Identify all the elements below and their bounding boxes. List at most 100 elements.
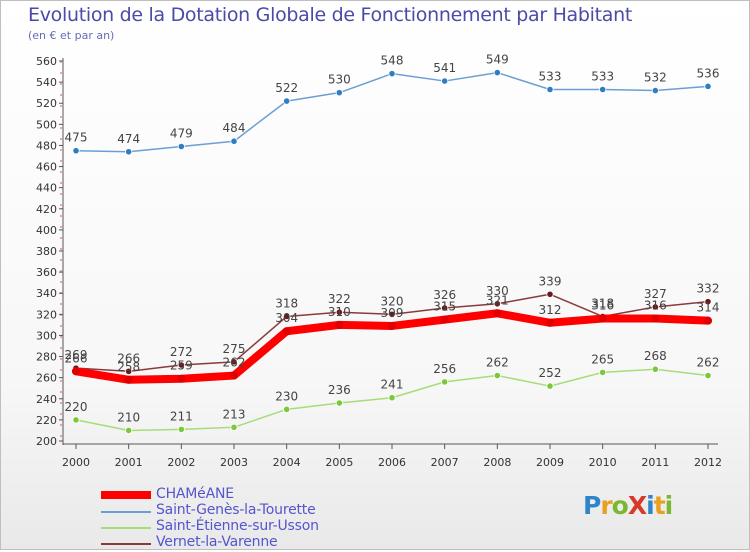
data-label: 211 (170, 409, 193, 423)
y-tick-label: 280 (36, 351, 57, 364)
data-point (177, 374, 186, 383)
data-point (546, 382, 554, 390)
data-label: 327 (644, 287, 667, 301)
data-label: 522 (275, 81, 298, 95)
data-label: 320 (381, 294, 404, 308)
data-point (704, 371, 712, 380)
x-tick-label: 2004 (273, 456, 301, 469)
data-point (388, 310, 396, 318)
x-tick-label: 2000 (62, 456, 90, 469)
data-label: 309 (381, 306, 404, 320)
data-point (177, 425, 185, 433)
data-label: 326 (433, 288, 456, 302)
data-point (282, 327, 291, 336)
data-label: 332 (697, 282, 720, 296)
x-tick-label: 2009 (536, 456, 564, 469)
y-tick-label: 300 (36, 329, 57, 342)
data-point (335, 89, 343, 97)
y-tick-label: 340 (36, 287, 57, 300)
data-point (177, 361, 185, 369)
logo-letter: t (653, 491, 666, 520)
data-point (335, 399, 343, 407)
data-point (704, 82, 712, 90)
data-point (441, 304, 449, 312)
logo-letter: P (583, 491, 601, 520)
data-label: 304 (275, 311, 298, 325)
x-tick-label: 2007 (431, 456, 459, 469)
data-label: 548 (381, 54, 404, 68)
logo-letter: r (600, 491, 612, 520)
data-point (283, 312, 291, 321)
data-point (230, 137, 238, 145)
data-point (230, 423, 238, 431)
data-point (125, 148, 133, 156)
data-point (72, 416, 80, 424)
data-label: 316 (644, 299, 667, 313)
x-tick-label: 2012 (694, 456, 722, 469)
data-point (230, 358, 238, 366)
data-point (230, 371, 238, 380)
y-tick-label: 260 (36, 372, 57, 385)
y-tick-label: 560 (36, 55, 57, 68)
data-label: 262 (486, 356, 509, 370)
data-point (388, 321, 396, 330)
data-point (493, 309, 502, 318)
y-tick-label: 360 (36, 266, 57, 279)
data-label: 536 (697, 66, 720, 80)
x-tick-label: 2003 (220, 456, 248, 469)
data-label: 268 (644, 349, 667, 363)
y-tick-label: 200 (36, 435, 57, 448)
data-point (125, 367, 133, 375)
data-point (72, 147, 80, 155)
data-label: 318 (275, 296, 298, 310)
data-point (546, 318, 554, 327)
data-label: 533 (591, 70, 614, 84)
data-label: 272 (170, 345, 193, 359)
data-label: 321 (486, 293, 509, 307)
x-tick-label: 2010 (589, 456, 617, 469)
legend-swatch (101, 491, 151, 499)
data-label: 330 (486, 284, 509, 298)
y-tick-label: 400 (36, 224, 57, 237)
data-point (651, 314, 660, 323)
data-point (704, 316, 712, 325)
x-tick-label: 2008 (483, 456, 511, 469)
data-label: 475 (65, 131, 88, 145)
data-point (599, 368, 607, 376)
data-label: 266 (117, 351, 140, 365)
data-label: 322 (328, 292, 351, 306)
data-point (72, 367, 80, 376)
data-point (335, 308, 343, 316)
data-label: 541 (433, 61, 456, 75)
chart-subtitle: (en € et par an) (28, 29, 115, 42)
data-label: 479 (170, 127, 193, 141)
data-label: 339 (539, 274, 562, 288)
data-point (704, 298, 712, 306)
data-label: 252 (539, 366, 562, 380)
data-label: 318 (591, 296, 614, 310)
x-tick-label: 2006 (378, 456, 406, 469)
legend-label: Saint-Genès-la-Tourette (156, 502, 316, 518)
data-point (493, 300, 501, 308)
data-point (388, 394, 396, 402)
data-label: 533 (539, 70, 562, 84)
data-point (546, 290, 554, 298)
y-tick-label: 380 (36, 245, 57, 258)
legend-label: CHAMéANE (156, 486, 234, 502)
data-point (283, 97, 291, 105)
data-point (125, 426, 133, 435)
data-label: 266 (65, 351, 88, 365)
data-label: 241 (381, 378, 404, 392)
legend-label: Saint-Étienne-sur-Usson (156, 518, 319, 534)
data-point (177, 142, 185, 151)
data-label: 258 (117, 360, 140, 374)
data-point (651, 365, 659, 373)
legend-label: Vernet-la-Varenne (156, 534, 278, 550)
y-tick-label: 480 (36, 139, 57, 152)
x-tick-label: 2002 (167, 456, 195, 469)
data-label: 259 (170, 359, 193, 373)
chart-title: Evolution de la Dotation Globale de Fonc… (28, 4, 633, 26)
y-tick-label: 460 (36, 161, 57, 174)
